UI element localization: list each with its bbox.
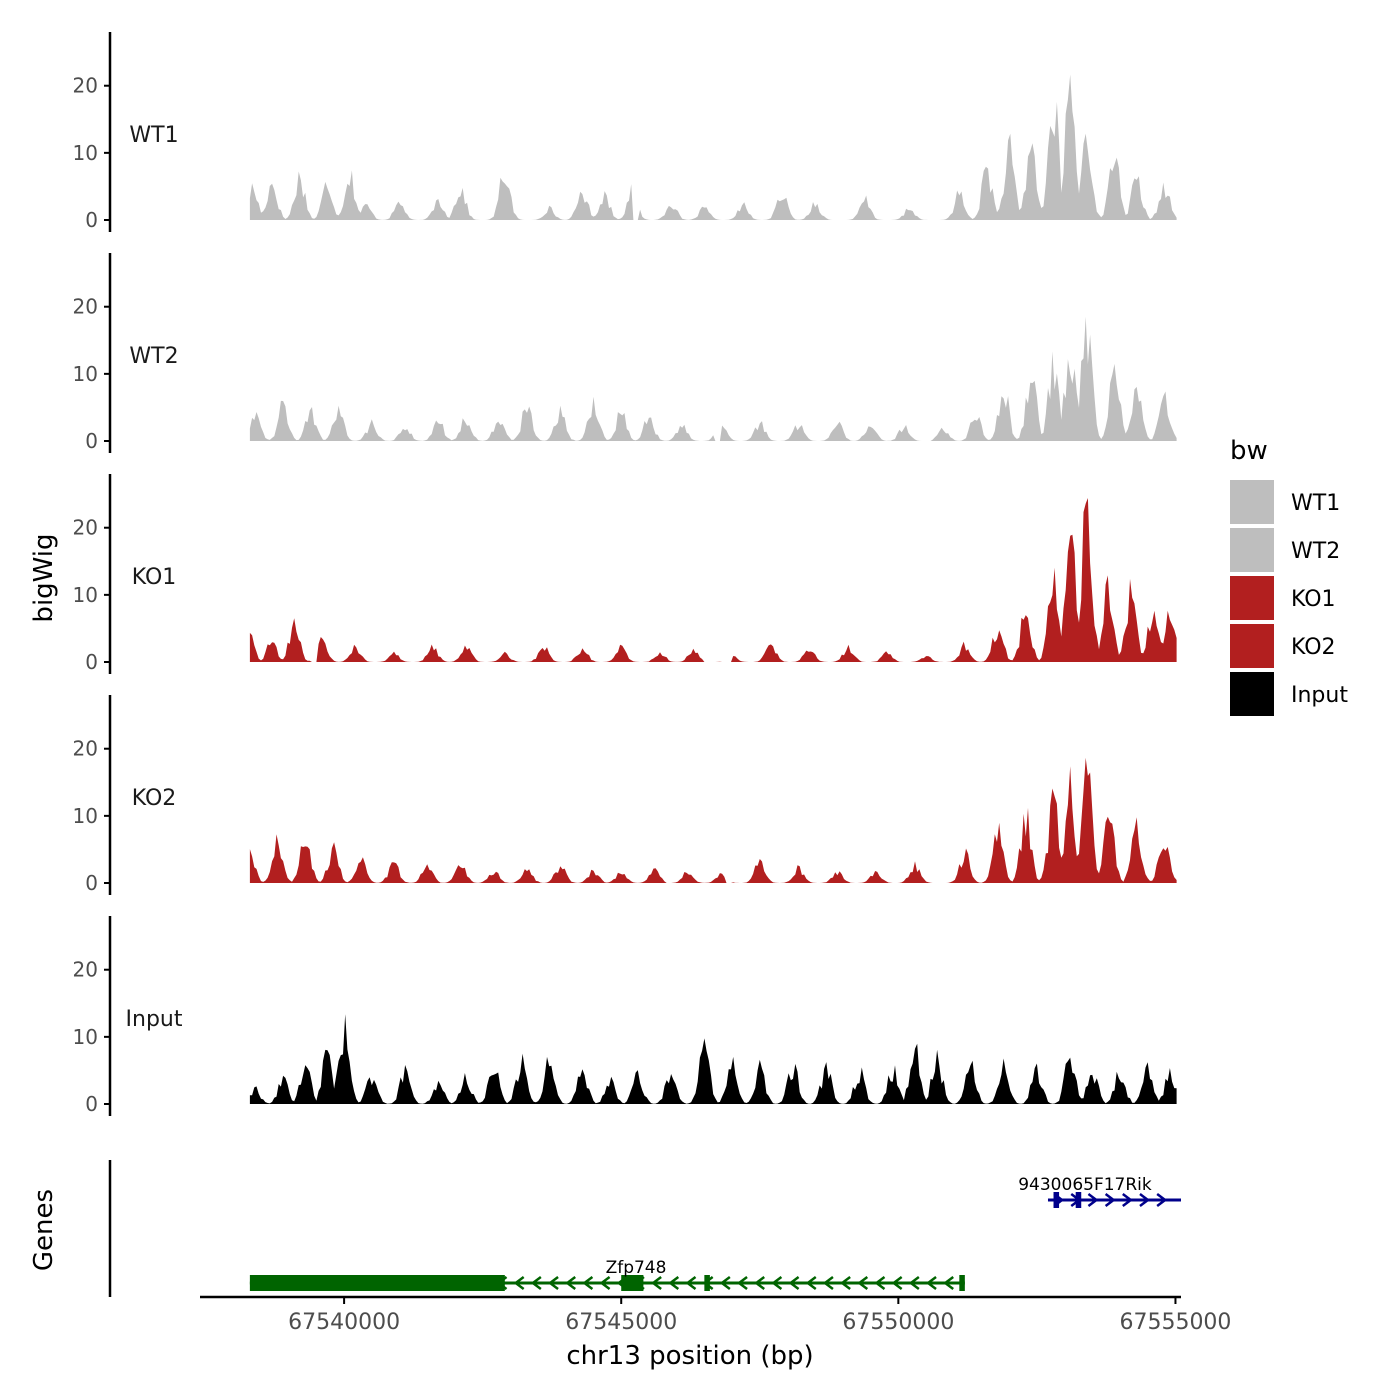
strand-arrow (547, 1276, 559, 1290)
y-tick-label: 10 (73, 1025, 98, 1049)
genes-track-label: Genes (29, 1189, 59, 1271)
coverage-area-wt1 (249, 74, 1177, 220)
y-tick-label: 20 (73, 958, 98, 982)
x-axis-title: chr13 position (bp) (566, 1341, 813, 1371)
legend-title: bw (1230, 436, 1268, 466)
gene-zfp748: Zfp748 (249, 1258, 965, 1291)
y-tick-label: 10 (73, 804, 98, 828)
gene-exon (249, 1275, 505, 1291)
track-label: KO1 (132, 565, 177, 590)
track-panel-input: 0 10 20 Input (73, 916, 1177, 1116)
y-tick-label: 20 (73, 74, 98, 98)
strand-arrow (582, 1276, 594, 1290)
coverage-area-ko1 (249, 498, 1177, 662)
y-tick-label: 20 (73, 516, 98, 540)
x-tick-label: 67540000 (288, 1310, 400, 1335)
strand-arrow (668, 1276, 680, 1290)
strand-arrow (771, 1276, 783, 1290)
gene-exon (1075, 1192, 1082, 1208)
y-tick-label: 10 (73, 141, 98, 165)
gene-exon (704, 1275, 710, 1291)
coverage-area-input (249, 1014, 1177, 1104)
genes-track: Zfp748 9430065F17Rik (108, 1160, 1181, 1297)
gene-exon (621, 1275, 644, 1291)
strand-arrow (685, 1276, 697, 1290)
legend-item-input: Input (1230, 672, 1348, 716)
track-label: WT2 (129, 344, 178, 369)
legend-item-ko2: KO2 (1230, 624, 1336, 668)
y-tick-label: 0 (85, 650, 98, 674)
legend-label: Input (1291, 683, 1348, 708)
strand-arrow (943, 1276, 954, 1290)
y-tick-label: 0 (85, 429, 98, 453)
legend-swatch (1230, 528, 1274, 572)
legend-swatch (1230, 480, 1274, 524)
y-tick-label: 0 (85, 1092, 98, 1116)
x-tick-label: 67545000 (565, 1310, 677, 1335)
y-tick-label: 0 (85, 871, 98, 895)
y-axis-title: bigWig (29, 533, 59, 622)
legend-label: KO1 (1291, 587, 1336, 612)
legend-item-ko1: KO1 (1230, 576, 1336, 620)
legend-item-wt1: WT1 (1230, 480, 1340, 524)
track-panel-wt2: 0 10 20 WT2 (73, 253, 1177, 453)
y-tick-label: 20 (73, 737, 98, 761)
strand-arrow (840, 1276, 851, 1290)
y-tick-label: 20 (73, 295, 98, 319)
strand-arrow (1087, 1193, 1099, 1207)
strand-arrow (565, 1276, 576, 1290)
strand-arrow (891, 1276, 903, 1290)
y-tick-label: 10 (73, 362, 98, 386)
coverage-tracks: 0 10 20 WT1 0 10 20 WT2 0 10 20 KO1 0 10 20 KO2 0 10 20 Inp… (73, 32, 1177, 1116)
legend-label: WT1 (1291, 491, 1340, 516)
strand-arrow (651, 1276, 662, 1290)
strand-arrow (719, 1276, 731, 1290)
strand-arrow (805, 1276, 817, 1290)
strand-arrow (1139, 1193, 1151, 1207)
track-label: KO2 (132, 786, 177, 811)
legend-swatch (1230, 576, 1274, 620)
y-tick-label: 10 (73, 583, 98, 607)
gene-label: Zfp748 (606, 1258, 667, 1278)
strand-arrow (1104, 1193, 1116, 1207)
track-panel-ko2: 0 10 20 KO2 (73, 695, 1177, 895)
strand-arrow (1122, 1193, 1133, 1207)
legend-swatch (1230, 672, 1274, 716)
x-tick-label: 67550000 (842, 1310, 954, 1335)
coverage-area-wt2 (249, 316, 1177, 441)
gene-exon (1053, 1192, 1060, 1208)
track-panel-ko1: 0 10 20 KO1 (73, 474, 1177, 674)
gene-9430065f17rik: 9430065F17Rik (1018, 1175, 1181, 1208)
track-panel-wt1: 0 10 20 WT1 (73, 32, 1177, 232)
strand-arrow (874, 1276, 886, 1290)
strand-arrow (788, 1276, 800, 1290)
track-label: Input (126, 1007, 183, 1032)
gene-label: 9430065F17Rik (1018, 1175, 1152, 1195)
gene-exon (959, 1275, 965, 1291)
coverage-area-ko2 (249, 757, 1177, 883)
y-tick-label: 0 (85, 208, 98, 232)
strand-arrow (513, 1276, 525, 1290)
strand-arrow (1156, 1193, 1168, 1207)
strand-arrow (530, 1276, 542, 1290)
track-label: WT1 (129, 123, 178, 148)
strand-arrow (599, 1276, 611, 1290)
strand-arrow (736, 1276, 748, 1290)
legend: WT1 WT2 KO1 KO2 Input (1230, 480, 1348, 716)
x-axis: 67540000 67545000 67550000 67555000 (200, 1295, 1231, 1335)
legend-item-wt2: WT2 (1230, 528, 1340, 572)
legend-label: KO2 (1291, 635, 1336, 660)
x-tick-label: 67555000 (1119, 1310, 1231, 1335)
strand-arrow (925, 1276, 937, 1290)
legend-label: WT2 (1291, 539, 1340, 564)
strand-arrow (908, 1276, 920, 1290)
legend-swatch (1230, 624, 1274, 668)
strand-arrow (754, 1276, 765, 1290)
strand-arrow (857, 1276, 869, 1290)
strand-arrow (822, 1276, 834, 1290)
